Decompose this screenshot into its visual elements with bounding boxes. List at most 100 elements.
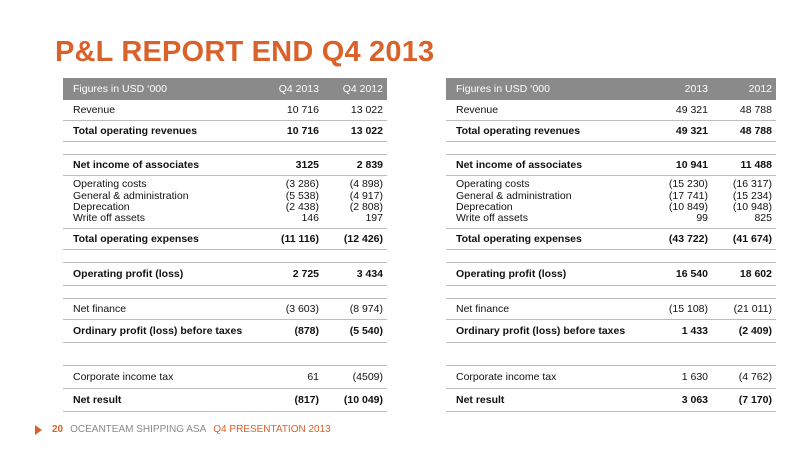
row-value-2: 2 839	[323, 154, 387, 176]
row-value-1: 49 321	[648, 120, 712, 142]
row-label: Total operating revenues	[446, 120, 648, 142]
row-expense-items: Operating costs General & administration…	[63, 175, 387, 229]
row-label: Total operating expenses	[446, 228, 648, 250]
row-value-1: 10 716	[259, 100, 323, 121]
row-value-1: 1 433	[648, 319, 712, 343]
row-value-2: (21 011)	[712, 298, 776, 320]
spacer-row	[63, 342, 387, 366]
row-value-1: (43 722)	[648, 228, 712, 250]
row-operating-profit: Operating profit (loss) 16 540 18 602	[446, 262, 776, 286]
expense-label: Operating costs	[456, 178, 530, 191]
expense-value-2: (15 234)	[732, 189, 772, 202]
spacer-row	[63, 285, 387, 299]
row-value-2: (2 409)	[712, 319, 776, 343]
row-value-2: (8 974)	[323, 298, 387, 320]
row-value-1: (3 603)	[259, 298, 323, 320]
spacer-row	[63, 249, 387, 263]
row-value-1: 61	[259, 365, 323, 389]
expense-value-1: 146	[301, 212, 319, 225]
spacer-row	[446, 141, 776, 155]
expense-value-1: 99	[696, 212, 708, 225]
row-label: Net finance	[446, 298, 648, 320]
spacer-row	[63, 141, 387, 155]
expense-label: General & administration	[456, 189, 572, 202]
table-header-row: Figures in USD ‘000 2013 2012	[446, 78, 776, 100]
header-col-q4-2013: Q4 2013	[259, 78, 323, 100]
row-value-1: 3 063	[648, 388, 712, 412]
expense-value-1: (17 741)	[668, 189, 708, 202]
row-value-2: (7 170)	[712, 388, 776, 412]
row-value-1: 1 630	[648, 365, 712, 389]
row-label: Net income of associates	[63, 154, 259, 176]
row-label: Operating profit (loss)	[63, 262, 259, 286]
expense-label: Write off assets	[456, 212, 528, 225]
table-header-row: Figures in USD ‘000 Q4 2013 Q4 2012	[63, 78, 387, 100]
row-value-2: 18 602	[712, 262, 776, 286]
row-value-1: (11 116)	[259, 228, 323, 250]
row-revenue: Revenue 49 321 48 788	[446, 100, 776, 121]
row-label: Total operating expenses	[63, 228, 259, 250]
row-total-operating-revenues: Total operating revenues 10 716 13 022	[63, 120, 387, 142]
expense-value-2: (10 948)	[732, 201, 772, 213]
spacer-row	[446, 342, 776, 366]
expense-label: Deprecation	[73, 201, 130, 213]
expense-value-2: (4 917)	[349, 189, 383, 202]
row-label: Net finance	[63, 298, 259, 320]
row-corporate-income-tax: Corporate income tax 61 (4509)	[63, 365, 387, 389]
expense-label: Write off assets	[73, 212, 145, 225]
slide-footer: 20 OCEANTEAM SHIPPING ASA Q4 PRESENTATIO…	[35, 424, 331, 435]
expense-value-2: (4 898)	[349, 178, 383, 191]
expense-label: General & administration	[73, 189, 189, 202]
row-net-result: Net result (817) (10 049)	[63, 388, 387, 412]
row-label: Total operating revenues	[63, 120, 259, 142]
header-col-2012: 2012	[712, 78, 776, 100]
triangle-right-icon	[35, 424, 42, 435]
row-label: Ordinary profit (loss) before taxes	[446, 319, 648, 343]
row-value-1: 49 321	[648, 100, 712, 121]
spacer-row	[446, 285, 776, 299]
header-label: Figures in USD ‘000	[63, 78, 259, 100]
header-label: Figures in USD ‘000	[446, 78, 648, 100]
expense-value-2: 825	[754, 212, 772, 225]
row-value-1: 10 941	[648, 154, 712, 176]
expense-value-1: (5 538)	[285, 189, 319, 202]
expense-value-1: (2 438)	[285, 201, 319, 213]
row-net-finance: Net finance (3 603) (8 974)	[63, 298, 387, 320]
row-label: Operating profit (loss)	[446, 262, 648, 286]
row-net-result: Net result 3 063 (7 170)	[446, 388, 776, 412]
row-corporate-income-tax: Corporate income tax 1 630 (4 762)	[446, 365, 776, 389]
row-label: Corporate income tax	[63, 365, 259, 389]
row-label: Net result	[446, 388, 648, 412]
row-value-2: 48 788	[712, 100, 776, 121]
row-value-2: (41 674)	[712, 228, 776, 250]
row-value-2: (4 762)	[712, 365, 776, 389]
row-value-1: (878)	[259, 319, 323, 343]
row-ordinary-profit: Ordinary profit (loss) before taxes (878…	[63, 319, 387, 343]
row-net-income-of-associates: Net income of associates 3125 2 839	[63, 154, 387, 176]
expense-label: Deprecation	[456, 201, 513, 213]
row-operating-profit: Operating profit (loss) 2 725 3 434	[63, 262, 387, 286]
row-value-1: (15 108)	[648, 298, 712, 320]
row-value-2: (12 426)	[323, 228, 387, 250]
expense-value-2: (16 317)	[732, 178, 772, 191]
header-col-q4-2012: Q4 2012	[323, 78, 387, 100]
pl-table-quarterly: Figures in USD ‘000 Q4 2013 Q4 2012 Reve…	[63, 78, 387, 412]
presentation-name: Q4 PRESENTATION 2013	[213, 424, 331, 435]
row-value-2: 13 022	[323, 100, 387, 121]
row-value-2: 11 488	[712, 154, 776, 176]
row-value-2: 48 788	[712, 120, 776, 142]
row-total-operating-expenses: Total operating expenses (11 116) (12 42…	[63, 228, 387, 250]
row-label: Net result	[63, 388, 259, 412]
row-value-1: 2 725	[259, 262, 323, 286]
row-label: Revenue	[63, 100, 259, 121]
row-label: Net income of associates	[446, 154, 648, 176]
row-total-operating-revenues: Total operating revenues 49 321 48 788	[446, 120, 776, 142]
row-revenue: Revenue 10 716 13 022	[63, 100, 387, 121]
header-col-2013: 2013	[648, 78, 712, 100]
expense-value-2: (2 808)	[349, 201, 383, 213]
page-number: 20	[52, 424, 64, 435]
row-net-finance: Net finance (15 108) (21 011)	[446, 298, 776, 320]
row-value-1: (817)	[259, 388, 323, 412]
spacer-row	[446, 249, 776, 263]
row-value-2: (4509)	[323, 365, 387, 389]
